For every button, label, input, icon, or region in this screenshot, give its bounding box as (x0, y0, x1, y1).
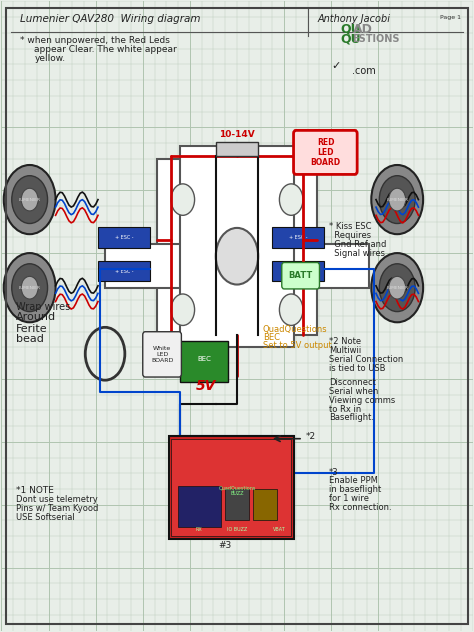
Text: .com: .com (353, 66, 376, 76)
Text: QU: QU (341, 23, 361, 36)
Text: *1 NOTE: *1 NOTE (16, 487, 54, 495)
Text: ESTIONS: ESTIONS (353, 34, 400, 44)
Text: Around: Around (16, 312, 55, 322)
Bar (273, 228, 324, 248)
Circle shape (171, 294, 195, 325)
Text: QuadQuestions: QuadQuestions (263, 325, 328, 334)
Circle shape (371, 165, 423, 234)
Bar (171, 439, 291, 536)
Text: BEC: BEC (197, 356, 211, 362)
Text: + ESC -: + ESC - (289, 236, 308, 241)
Text: White
LED
BOARD: White LED BOARD (151, 346, 173, 363)
Bar (98, 260, 150, 281)
Circle shape (279, 294, 303, 325)
Text: Wrap wires: Wrap wires (16, 301, 70, 312)
Text: Serial when: Serial when (329, 387, 378, 396)
Text: RX: RX (196, 527, 203, 532)
Text: appear Clear. The white appear: appear Clear. The white appear (35, 45, 177, 54)
Text: Disconnect: Disconnect (329, 378, 376, 387)
Text: bead: bead (16, 334, 44, 344)
Bar (98, 228, 150, 248)
Circle shape (21, 276, 38, 299)
Text: to Rx in: to Rx in (329, 404, 361, 413)
Text: LUMENIER: LUMENIER (386, 286, 408, 289)
Text: Gnd Ref and: Gnd Ref and (329, 240, 386, 249)
Text: IO BUZZ: IO BUZZ (227, 527, 247, 532)
Text: BEC: BEC (263, 333, 280, 342)
Circle shape (4, 253, 55, 322)
Text: *2: *2 (305, 432, 316, 441)
Circle shape (389, 276, 406, 299)
Text: USE Softserial: USE Softserial (16, 513, 74, 522)
Circle shape (379, 176, 415, 224)
Text: AD: AD (353, 23, 372, 36)
Text: BATT: BATT (289, 271, 313, 280)
Text: Pins w/ Team Kyood: Pins w/ Team Kyood (16, 504, 98, 513)
Bar (181, 341, 228, 382)
Bar (157, 159, 317, 335)
Circle shape (371, 253, 423, 322)
Text: LUMENIER: LUMENIER (18, 198, 41, 202)
Circle shape (12, 176, 47, 224)
Text: + ESC -: + ESC - (115, 236, 133, 241)
Text: Ferite: Ferite (16, 324, 47, 334)
Text: QU: QU (341, 32, 361, 46)
Text: LUMENIER: LUMENIER (18, 286, 41, 289)
Text: for 1 wire: for 1 wire (329, 494, 369, 503)
Text: Lumenier QAV280  Wiring diagram: Lumenier QAV280 Wiring diagram (20, 14, 201, 24)
Text: LUMENIER: LUMENIER (386, 198, 408, 202)
Text: VBAT: VBAT (273, 527, 286, 532)
Text: + ESC -: + ESC - (115, 269, 133, 274)
Text: Viewing comms: Viewing comms (329, 396, 395, 405)
Text: Page 1: Page 1 (439, 15, 461, 20)
Text: is tied to USB: is tied to USB (329, 364, 385, 373)
Text: Requires: Requires (329, 231, 371, 240)
Text: yellow.: yellow. (35, 54, 65, 63)
Text: 10-14V: 10-14V (219, 130, 255, 138)
Text: BUZZ: BUZZ (230, 491, 244, 496)
Text: Rx connection.: Rx connection. (329, 503, 392, 512)
Circle shape (12, 264, 47, 312)
FancyBboxPatch shape (293, 130, 357, 174)
Circle shape (171, 184, 195, 216)
Bar (169, 435, 293, 539)
Text: Multiwii: Multiwii (329, 346, 361, 355)
Bar (181, 146, 293, 348)
FancyBboxPatch shape (282, 262, 319, 289)
Text: in baseflight: in baseflight (329, 485, 381, 494)
Text: * Kiss ESC: * Kiss ESC (329, 222, 372, 231)
Text: Serial Connection: Serial Connection (329, 355, 403, 364)
Text: #3: #3 (218, 540, 231, 550)
Text: 5V: 5V (196, 379, 217, 393)
Circle shape (4, 165, 55, 234)
Text: Enable PPM: Enable PPM (329, 477, 378, 485)
Bar (273, 260, 324, 281)
Bar (216, 142, 258, 155)
Text: * when unpowered, the Red Leds: * when unpowered, the Red Leds (20, 36, 170, 45)
Text: RED
LED
BOARD: RED LED BOARD (310, 138, 341, 167)
Circle shape (379, 264, 415, 312)
Text: Baseflight.: Baseflight. (329, 413, 374, 422)
Circle shape (21, 188, 38, 211)
Text: Signal wires: Signal wires (329, 248, 385, 258)
Text: *3: *3 (329, 468, 338, 477)
Text: Dont use telemetry: Dont use telemetry (16, 495, 97, 504)
Text: Anthony Jacobi: Anthony Jacobi (317, 14, 390, 24)
Bar (105, 244, 369, 288)
Text: QuadQuestions: QuadQuestions (219, 485, 255, 490)
Circle shape (216, 228, 258, 284)
Circle shape (389, 188, 406, 211)
Bar (178, 486, 220, 527)
Text: + ESC -: + ESC - (289, 269, 308, 274)
Bar (225, 489, 249, 521)
FancyBboxPatch shape (143, 332, 182, 377)
Text: *2 Note: *2 Note (329, 337, 361, 346)
Text: Set to 5V output: Set to 5V output (263, 341, 332, 350)
Circle shape (279, 184, 303, 216)
Bar (254, 489, 277, 521)
Text: ✓: ✓ (331, 61, 341, 71)
